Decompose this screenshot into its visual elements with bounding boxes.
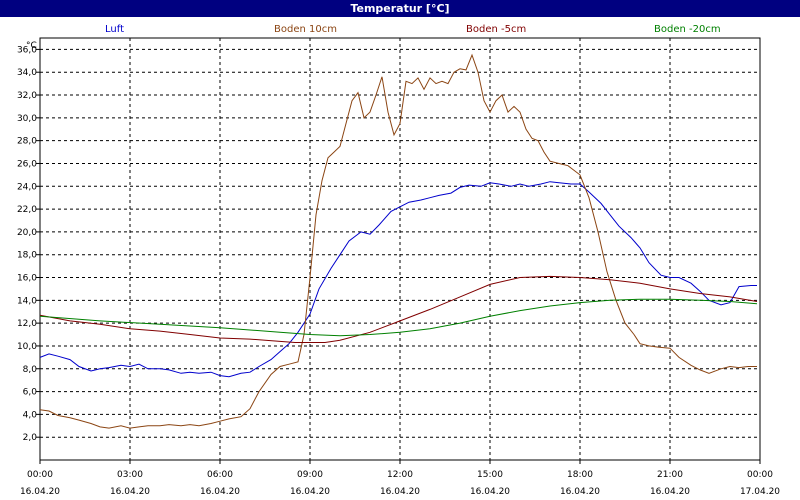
x-tick-time: 06:00 [207, 470, 233, 480]
chart-title: Temperatur [°C] [0, 0, 800, 17]
x-tick-time: 09:00 [297, 470, 323, 480]
x-tick-date: 16.04.20 [110, 487, 150, 497]
x-tick-date: 16.04.20 [290, 487, 330, 497]
y-tick-label: 24,0 [17, 182, 37, 192]
y-tick-label: 10,0 [17, 342, 37, 352]
x-tick-date: 16.04.20 [470, 487, 510, 497]
x-tick-date: 16.04.20 [380, 487, 420, 497]
y-tick-label: 16,0 [17, 274, 37, 284]
legend-boden-20cm: Boden -20cm [654, 24, 721, 35]
y-tick-label: 22,0 [17, 205, 37, 215]
x-tick-date: 16.04.20 [650, 487, 690, 497]
x-tick-date: 16.04.20 [560, 487, 600, 497]
x-tick-time: 21:00 [657, 470, 683, 480]
x-tick-time: 12:00 [387, 470, 413, 480]
series-line-boden-20cm [39, 298, 758, 337]
y-tick-label: 26,0 [17, 159, 37, 169]
y-tick-label: 20,0 [17, 228, 37, 238]
x-tick-time: 03:00 [117, 470, 143, 480]
y-tick-label: 8,0 [23, 365, 38, 375]
y-tick-label: 28,0 [17, 137, 37, 147]
series-line-boden-5cm [39, 275, 758, 343]
legend-boden-5cm: Boden -5cm [466, 24, 527, 35]
x-tick-time: 00:00 [747, 470, 773, 480]
y-unit-label: °C [26, 41, 37, 51]
y-tick-label: 34,0 [17, 68, 37, 78]
x-tick-date: 16.04.20 [200, 487, 240, 497]
y-tick-label: 4,0 [23, 410, 38, 420]
y-tick-label: 36,0 [17, 45, 37, 55]
y-tick-label: 12,0 [17, 319, 37, 329]
temperature-chart: 2,0 4,0 6,0 8,0 10,0 12,0 14,0 16,0 18,0 20,0 22,0… [17, 37, 780, 497]
x-tick-date: 16.04.20 [20, 487, 60, 497]
x-tick-time: 18:00 [567, 470, 593, 480]
x-tick-time: 00:00 [27, 470, 53, 480]
legend-boden-10cm: Boden 10cm [274, 24, 337, 35]
y-tick-label: 2,0 [23, 433, 38, 443]
y-tick-label: 30,0 [17, 114, 37, 124]
y-tick-label: 14,0 [17, 296, 37, 306]
x-tick-time: 15:00 [477, 470, 503, 480]
y-tick-label: 18,0 [17, 251, 37, 261]
y-tick-label: 32,0 [17, 91, 37, 101]
x-tick-date: 17.04.20 [740, 487, 780, 497]
y-tick-label: 6,0 [23, 388, 38, 398]
legend-luft: Luft [105, 24, 124, 35]
series-line-luft [39, 181, 757, 378]
